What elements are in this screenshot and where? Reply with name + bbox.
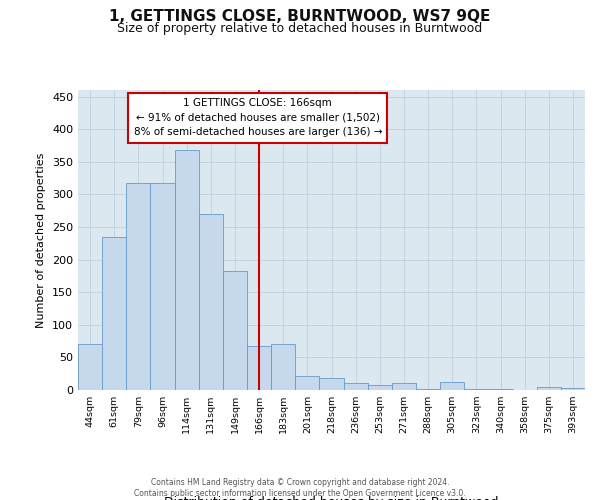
Bar <box>126 182 151 390</box>
Bar <box>247 346 271 390</box>
Bar <box>151 182 175 390</box>
Bar <box>392 384 416 390</box>
Bar <box>537 388 561 390</box>
Bar <box>319 378 344 390</box>
Text: 1 GETTINGS CLOSE: 166sqm
← 91% of detached houses are smaller (1,502)
8% of semi: 1 GETTINGS CLOSE: 166sqm ← 91% of detach… <box>134 98 382 138</box>
Bar <box>102 236 126 390</box>
Bar <box>440 382 464 390</box>
Bar <box>199 214 223 390</box>
Text: Contains HM Land Registry data © Crown copyright and database right 2024.
Contai: Contains HM Land Registry data © Crown c… <box>134 478 466 498</box>
Bar <box>175 150 199 390</box>
Bar <box>344 384 368 390</box>
Text: Size of property relative to detached houses in Burntwood: Size of property relative to detached ho… <box>118 22 482 35</box>
Bar <box>271 344 295 390</box>
Y-axis label: Number of detached properties: Number of detached properties <box>37 152 46 328</box>
X-axis label: Distribution of detached houses by size in Burntwood: Distribution of detached houses by size … <box>164 496 499 500</box>
Bar <box>368 386 392 390</box>
Bar <box>464 388 488 390</box>
Text: 1, GETTINGS CLOSE, BURNTWOOD, WS7 9QE: 1, GETTINGS CLOSE, BURNTWOOD, WS7 9QE <box>109 9 491 24</box>
Bar <box>78 344 102 390</box>
Bar <box>295 376 319 390</box>
Bar <box>416 388 440 390</box>
Bar <box>561 388 585 390</box>
Bar <box>223 272 247 390</box>
